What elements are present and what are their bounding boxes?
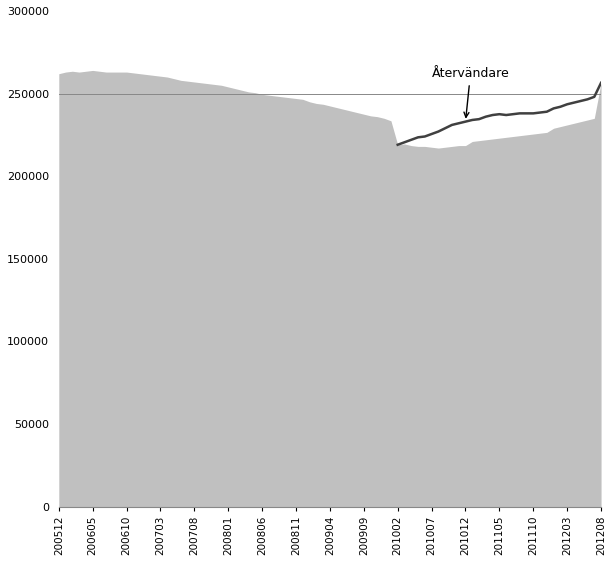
Text: Återvändare: Återvändare (432, 67, 509, 117)
